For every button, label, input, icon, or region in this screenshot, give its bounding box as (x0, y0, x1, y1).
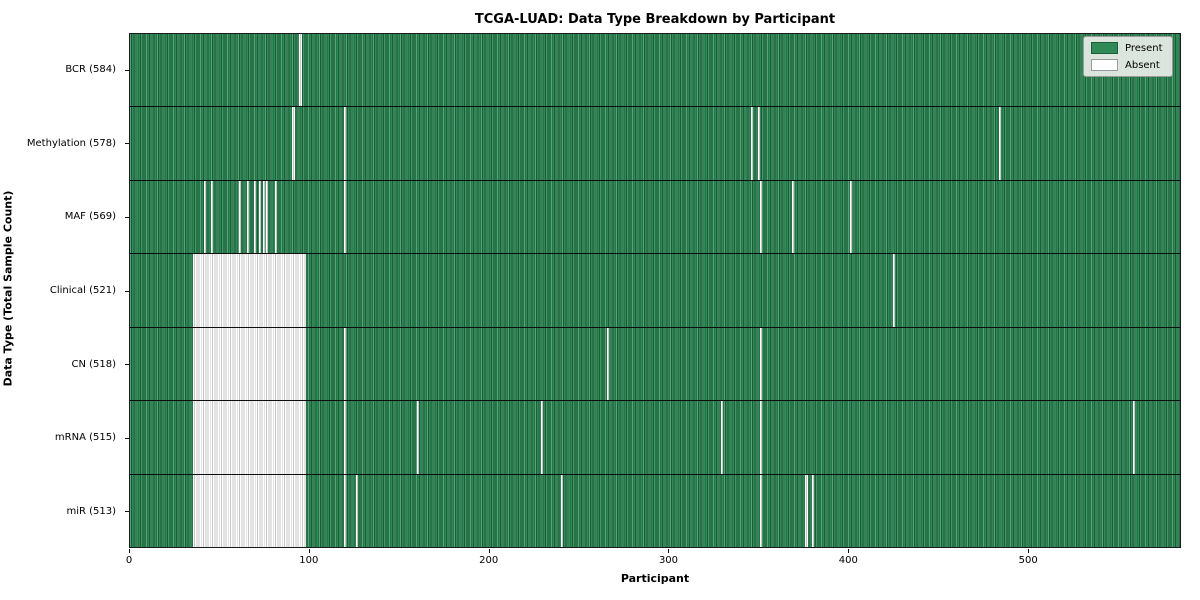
absent-segment (343, 107, 346, 180)
row-BCR (130, 34, 1180, 108)
absent-segment (1133, 401, 1136, 474)
legend-item-present: Present (1091, 42, 1163, 54)
absent-segment (607, 327, 610, 401)
absent-segment (760, 327, 762, 401)
y-tick-mark (125, 69, 129, 71)
absent-segment (343, 401, 346, 474)
y-tick-label-Clinical: Clinical (521) (49, 285, 116, 297)
absent-segment (192, 474, 306, 547)
absent-segment (246, 180, 249, 254)
legend-label: Present (1125, 42, 1163, 54)
row-MAF (130, 180, 1180, 255)
x-tick-label: 300 (658, 555, 679, 566)
absent-segment (343, 327, 346, 401)
x-axis-label: Participant (620, 572, 690, 585)
absent-segment (892, 254, 895, 327)
absent-segment (812, 474, 815, 547)
x-tick-label: 100 (299, 555, 319, 566)
y-tick-label-CN: CN (518) (71, 358, 116, 370)
absent-segment (210, 180, 213, 254)
absent-segment (291, 107, 296, 180)
absent-segment (259, 180, 262, 254)
x-tick-label: 0 (125, 555, 133, 566)
absent-segment (343, 180, 346, 254)
legend-swatch-absent (1091, 59, 1118, 71)
absent-segment (262, 180, 265, 254)
y-tick-label-BCR: BCR (584) (65, 64, 116, 76)
x-tick-mark (488, 549, 490, 553)
absent-segment (804, 474, 809, 547)
row-miR (130, 474, 1180, 547)
x-tick-mark (308, 549, 310, 553)
absent-segment (192, 254, 306, 327)
x-tick-label: 400 (838, 555, 858, 566)
row-mRNA (130, 401, 1180, 475)
absent-segment (239, 180, 242, 254)
absent-segment (760, 474, 762, 547)
absent-segment (192, 401, 306, 474)
y-tick-label-miR: miR (513) (66, 505, 116, 517)
y-tick-labels: BCR (584) Methylation (578) MAF (569) Clini… (0, 33, 124, 548)
legend-swatch-present (1091, 42, 1118, 54)
x-tick-mark (1028, 549, 1030, 553)
absent-segment (356, 474, 359, 547)
absent-segment (203, 180, 206, 254)
absent-segment (849, 180, 852, 254)
y-tick-mark (125, 216, 129, 218)
x-tick-label: 500 (1018, 555, 1038, 566)
row-Clinical (130, 254, 1180, 328)
y-tick-mark (125, 143, 129, 145)
row-CN (130, 327, 1180, 402)
x-tick-mark (668, 549, 670, 553)
chart-title: TCGA-LUAD: Data Type Breakdown by Partic… (474, 12, 836, 27)
absent-segment (266, 180, 269, 254)
absent-segment (760, 401, 762, 474)
y-tick-mark (125, 511, 129, 513)
absent-segment (792, 180, 795, 254)
x-tick-label: 200 (479, 555, 499, 566)
y-tick-mark (125, 290, 129, 292)
x-tick-mark (848, 549, 850, 553)
absent-segment (560, 474, 563, 547)
absent-segment (417, 401, 420, 474)
absent-segment (343, 474, 346, 547)
absent-segment (541, 401, 544, 474)
absent-segment (720, 401, 723, 474)
legend-label: Absent (1125, 59, 1160, 71)
absent-segment (998, 107, 1001, 180)
legend-item-absent: Absent (1091, 59, 1163, 71)
y-tick-mark (125, 364, 129, 366)
absent-segment (760, 180, 762, 254)
absent-segment (192, 327, 306, 401)
absent-segment (275, 180, 278, 254)
absent-segment (253, 180, 256, 254)
plot-area (129, 33, 1181, 548)
absent-segment (758, 107, 761, 180)
legend: Present Absent (1083, 36, 1173, 77)
y-tick-label-Methylation: Methylation (578) (26, 137, 116, 149)
y-tick-label-mRNA: mRNA (515) (54, 432, 116, 444)
absent-segment (298, 34, 303, 107)
x-axis-ticks: 0 100 200 300 400 500 (125, 549, 1181, 571)
absent-segment (751, 107, 754, 180)
x-tick-mark (129, 549, 130, 553)
row-Methylation (130, 107, 1180, 181)
y-tick-label-MAF: MAF (569) (64, 211, 116, 223)
y-tick-mark (125, 437, 129, 439)
